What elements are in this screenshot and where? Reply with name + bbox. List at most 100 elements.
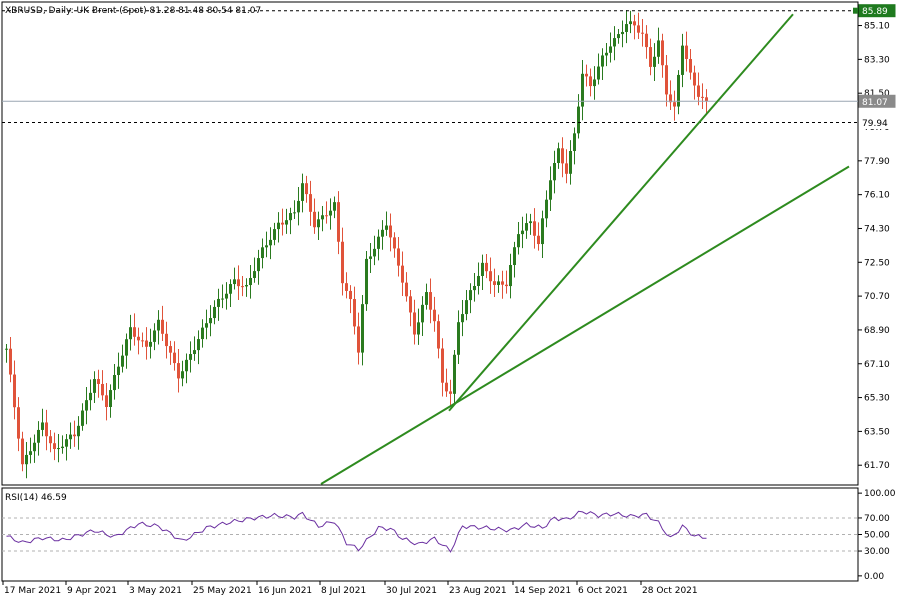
candle-body[interactable] bbox=[373, 248, 376, 257]
trendline[interactable] bbox=[320, 165, 850, 485]
candle-body[interactable] bbox=[613, 38, 616, 47]
candle-body[interactable] bbox=[393, 237, 396, 249]
candle-body[interactable] bbox=[13, 374, 16, 408]
candle-body[interactable] bbox=[473, 285, 476, 291]
candle-body[interactable] bbox=[441, 348, 444, 383]
candle-body[interactable] bbox=[85, 400, 88, 411]
candle-body[interactable] bbox=[305, 183, 308, 195]
candle-body[interactable] bbox=[617, 34, 620, 39]
candle-body[interactable] bbox=[193, 350, 196, 355]
candle-body[interactable] bbox=[157, 319, 160, 331]
candle-body[interactable] bbox=[73, 434, 76, 437]
candle-body[interactable] bbox=[545, 199, 548, 219]
candle-body[interactable] bbox=[537, 235, 540, 245]
candle-body[interactable] bbox=[221, 298, 224, 300]
candle-body[interactable] bbox=[605, 52, 608, 56]
candle-body[interactable] bbox=[49, 436, 52, 444]
candle-body[interactable] bbox=[505, 284, 508, 287]
candle-body[interactable] bbox=[533, 221, 536, 236]
candle-body[interactable] bbox=[381, 229, 384, 237]
candle-body[interactable] bbox=[401, 265, 404, 283]
candle-body[interactable] bbox=[585, 73, 588, 77]
candle-body[interactable] bbox=[265, 245, 268, 248]
candle-body[interactable] bbox=[405, 282, 408, 297]
candle-body[interactable] bbox=[149, 341, 152, 347]
candle-body[interactable] bbox=[145, 340, 148, 347]
candle-body[interactable] bbox=[501, 281, 504, 285]
candle-body[interactable] bbox=[425, 292, 428, 305]
candle-body[interactable] bbox=[77, 425, 80, 437]
candle-body[interactable] bbox=[649, 47, 652, 67]
candle-body[interactable] bbox=[389, 225, 392, 238]
candle-body[interactable] bbox=[97, 379, 100, 384]
candle-body[interactable] bbox=[569, 151, 572, 174]
candle-body[interactable] bbox=[421, 304, 424, 323]
candle-body[interactable] bbox=[517, 234, 520, 248]
candle-body[interactable] bbox=[309, 194, 312, 212]
candle-body[interactable] bbox=[89, 392, 92, 401]
candle-body[interactable] bbox=[33, 442, 36, 452]
candle-body[interactable] bbox=[549, 180, 552, 200]
candle-body[interactable] bbox=[693, 72, 696, 86]
candle-body[interactable] bbox=[469, 290, 472, 301]
candle-body[interactable] bbox=[61, 446, 64, 449]
candle-body[interactable] bbox=[249, 277, 252, 286]
candle-body[interactable] bbox=[273, 229, 276, 240]
candle-body[interactable] bbox=[653, 56, 656, 67]
candle-body[interactable] bbox=[321, 215, 324, 220]
candle-body[interactable] bbox=[341, 241, 344, 284]
candle-body[interactable] bbox=[201, 327, 204, 340]
candle-body[interactable] bbox=[509, 265, 512, 287]
candle-body[interactable] bbox=[597, 66, 600, 80]
candle-body[interactable] bbox=[165, 333, 168, 347]
candle-body[interactable] bbox=[229, 284, 232, 294]
candle-body[interactable] bbox=[641, 32, 644, 34]
candle-body[interactable] bbox=[81, 410, 84, 426]
candle-body[interactable] bbox=[17, 407, 20, 439]
candle-body[interactable] bbox=[661, 40, 664, 66]
candle-body[interactable] bbox=[65, 439, 68, 447]
candle-body[interactable] bbox=[609, 46, 612, 53]
rsi-panel[interactable]: RSI(14) 46.59 100.00 70.00 50.00 30.00 0.00 bbox=[1, 487, 896, 582]
candle-body[interactable] bbox=[69, 434, 72, 440]
candle-body[interactable] bbox=[349, 290, 352, 300]
candle-body[interactable] bbox=[365, 258, 368, 305]
candle-body[interactable] bbox=[277, 222, 280, 230]
candle-body[interactable] bbox=[141, 340, 144, 342]
candle-body[interactable] bbox=[185, 359, 188, 372]
candle-body[interactable] bbox=[45, 422, 48, 437]
candle-body[interactable] bbox=[705, 97, 708, 102]
candle-body[interactable] bbox=[621, 31, 624, 35]
candle-body[interactable] bbox=[29, 451, 32, 455]
candle-body[interactable] bbox=[465, 300, 468, 315]
candle-body[interactable] bbox=[629, 21, 632, 25]
candle-body[interactable] bbox=[109, 390, 112, 407]
candle-body[interactable] bbox=[489, 271, 492, 282]
candle-body[interactable] bbox=[213, 306, 216, 319]
candle-body[interactable] bbox=[189, 354, 192, 360]
candle-body[interactable] bbox=[297, 200, 300, 213]
candle-body[interactable] bbox=[353, 299, 356, 327]
candle-body[interactable] bbox=[101, 383, 104, 396]
candle-body[interactable] bbox=[217, 298, 220, 307]
candle-body[interactable] bbox=[129, 327, 132, 340]
candle-body[interactable] bbox=[385, 225, 388, 230]
candle-body[interactable] bbox=[317, 219, 320, 228]
candle-body[interactable] bbox=[581, 73, 584, 107]
candle-body[interactable] bbox=[417, 322, 420, 335]
candle-body[interactable] bbox=[37, 429, 40, 443]
candle-body[interactable] bbox=[561, 148, 564, 164]
candle-body[interactable] bbox=[685, 45, 688, 59]
candle-body[interactable] bbox=[453, 354, 456, 394]
candle-body[interactable] bbox=[93, 379, 96, 393]
candle-body[interactable] bbox=[289, 213, 292, 221]
candle-body[interactable] bbox=[437, 321, 440, 349]
candle-body[interactable] bbox=[121, 355, 124, 367]
candle-body[interactable] bbox=[261, 247, 264, 259]
candle-body[interactable] bbox=[557, 148, 560, 164]
candle-body[interactable] bbox=[625, 24, 628, 32]
candle-body[interactable] bbox=[137, 336, 140, 341]
candle-body[interactable] bbox=[181, 371, 184, 379]
candle-body[interactable] bbox=[329, 210, 332, 216]
candle-body[interactable] bbox=[41, 422, 44, 430]
